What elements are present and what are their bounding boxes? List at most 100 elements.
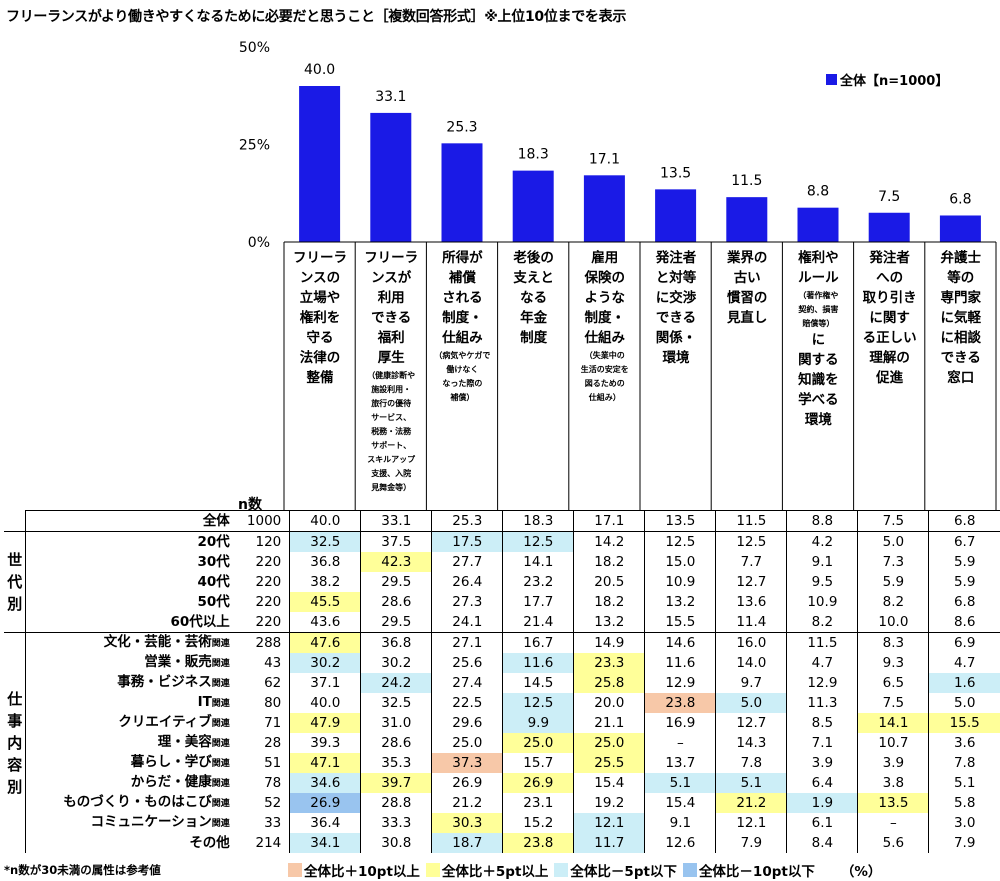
category-line: 環境	[662, 350, 690, 366]
table-cell: 40.0	[289, 693, 361, 713]
category-note: 旅行の優待	[371, 399, 412, 408]
row-label: コミュニケーション関連	[90, 814, 230, 830]
table-cell: 14.2	[573, 531, 645, 552]
table-cell: 6.5	[857, 673, 929, 693]
category-line: 発注者	[869, 250, 910, 266]
category-line: 年金	[520, 310, 548, 326]
table-cell: 16.0	[715, 632, 787, 653]
table-cell: 25.0	[573, 733, 645, 753]
category-label: フリーラ ンスの 立場や 権利を 守る 法律の 整備	[287, 244, 353, 508]
bar	[299, 86, 341, 242]
legend-swatch	[682, 863, 697, 877]
table-row: 事務・ビジネス関連 62 37.1 24.2 27.4 14.5 25.8 12.9 9.7 12…	[4, 673, 1000, 693]
row-label: 30代	[197, 554, 230, 570]
table-cell: 28.6	[360, 733, 432, 753]
table-cell: 3.9	[857, 753, 929, 773]
table-cell: 12.5	[502, 531, 574, 552]
row-n: 220	[255, 614, 282, 630]
row-label: 60代以上	[170, 614, 230, 630]
row-label-suffix: 関連	[211, 699, 230, 709]
table-cell: 15.4	[644, 793, 716, 813]
table-cell: 29.5	[360, 572, 432, 592]
table-cell: 12.9	[644, 673, 716, 693]
table-cell: 5.0	[857, 531, 929, 552]
table-cell: 23.2	[502, 572, 574, 592]
row-label: 全体	[25, 510, 236, 532]
category-line: 環境	[804, 412, 832, 428]
table-cell: 42.3	[360, 552, 432, 572]
table-cell: –	[857, 813, 929, 833]
table-row: 50代 220 45.5 28.6 27.3 17.7 18.2 13.2 13.6 10.9 8.…	[4, 592, 1000, 612]
highlight-legend: 全体比＋10pt以上 全体比＋5pt以上 全体比－5pt以下 全体比－10pt以下 （%…	[288, 860, 881, 880]
table-cell: 28.8	[360, 793, 432, 813]
row-n: 220	[255, 594, 282, 610]
table-cell: 4.2	[786, 531, 858, 552]
group-label: 世代別	[4, 531, 27, 633]
table-cell: 4.7	[928, 653, 1000, 673]
table-cell: 14.1	[857, 713, 929, 733]
category-line: 制度・	[584, 310, 626, 326]
legend-item: 全体比－5pt以下	[554, 860, 677, 880]
table-cell: 20.0	[573, 693, 645, 713]
table-cell: 4.7	[786, 653, 858, 673]
category-line: 取り引き	[862, 290, 917, 306]
table-cell: 11.6	[644, 653, 716, 673]
category-note: 仕組み）	[588, 393, 621, 402]
bar	[868, 212, 910, 242]
category-line: る正しい	[862, 330, 917, 346]
table-cell: 15.4	[573, 773, 645, 793]
bar-value-label: 25.3	[446, 119, 477, 135]
category-line: 知識を	[798, 372, 839, 388]
row-label: 営業・販売関連	[144, 654, 230, 670]
y-tick-label: 50%	[239, 40, 270, 56]
table-cell: 24.1	[431, 612, 503, 633]
table-cell: 20.5	[573, 572, 645, 592]
table-row: 仕事内容別文化・芸能・芸術関連 288 47.6 36.8 27.1 16.7 14.9 14…	[4, 632, 1000, 853]
category-note: 図るための	[584, 379, 625, 388]
bar	[370, 112, 412, 242]
table-row: IT関連 80 40.0 32.5 22.5 12.5 20.0 23.8 5.0 11.3 7.5…	[4, 693, 1000, 713]
category-line: 福利	[377, 330, 405, 346]
table-cell: 6.7	[928, 531, 1000, 552]
legend-label: 全体比＋5pt以上	[441, 864, 549, 880]
legend-item: 全体比－10pt以下	[682, 860, 815, 880]
table-cell: 26.4	[431, 572, 503, 592]
table-cell: 29.5	[360, 612, 432, 633]
table-cell: 6.4	[786, 773, 858, 793]
table-row: 営業・販売関連 43 30.2 30.2 25.6 11.6 23.3 11.6 14.0 4.7…	[4, 653, 1000, 673]
row-label-suffix: 関連	[211, 779, 230, 789]
row-label-suffix: 関連	[211, 679, 230, 689]
table-cell: 9.5	[786, 572, 858, 592]
table-cell: 5.9	[928, 552, 1000, 572]
category-line: 厚生	[377, 350, 405, 366]
chart-title: フリーランスがより働きやすくなるために必要だと思うこと［複数回答形式］※上位10…	[6, 9, 627, 25]
table-cell: 8.2	[786, 612, 858, 633]
table-cell: 32.5	[289, 531, 361, 552]
table-row: 30代 220 36.8 42.3 27.7 14.1 18.2 15.0 7.7 9.1 7.3 5…	[4, 552, 1000, 572]
table-cell: 30.8	[360, 833, 432, 853]
row-label-suffix: 関連	[211, 819, 230, 829]
legend-swatch	[554, 863, 569, 877]
table-cell: 7.5	[857, 510, 929, 532]
bar-value-label: 7.5	[878, 189, 900, 205]
bar-value-label: 11.5	[731, 173, 762, 189]
table-cell: 33.1	[360, 510, 432, 532]
table-cell: 12.7	[715, 572, 787, 592]
table-cell: 1.9	[786, 793, 858, 813]
table-cell: 12.1	[573, 813, 645, 833]
table-cell: 30.2	[360, 653, 432, 673]
table-cell: 10.7	[857, 733, 929, 753]
category-note: 支援、入院	[371, 469, 412, 478]
table-cell: 34.1	[289, 833, 361, 853]
table-cell: 7.8	[715, 753, 787, 773]
group-label	[4, 510, 27, 532]
bar-value-label: 6.8	[949, 191, 971, 207]
table-cell: 9.1	[786, 552, 858, 572]
category-note: 生活の安定を	[580, 365, 629, 374]
table-cell: 5.9	[857, 572, 929, 592]
table-cell: 25.0	[431, 733, 503, 753]
category-line: ルール	[798, 270, 839, 286]
category-line: 関する	[798, 352, 839, 368]
category-line: 窓口	[947, 370, 975, 386]
table-cell: 36.8	[289, 552, 361, 572]
